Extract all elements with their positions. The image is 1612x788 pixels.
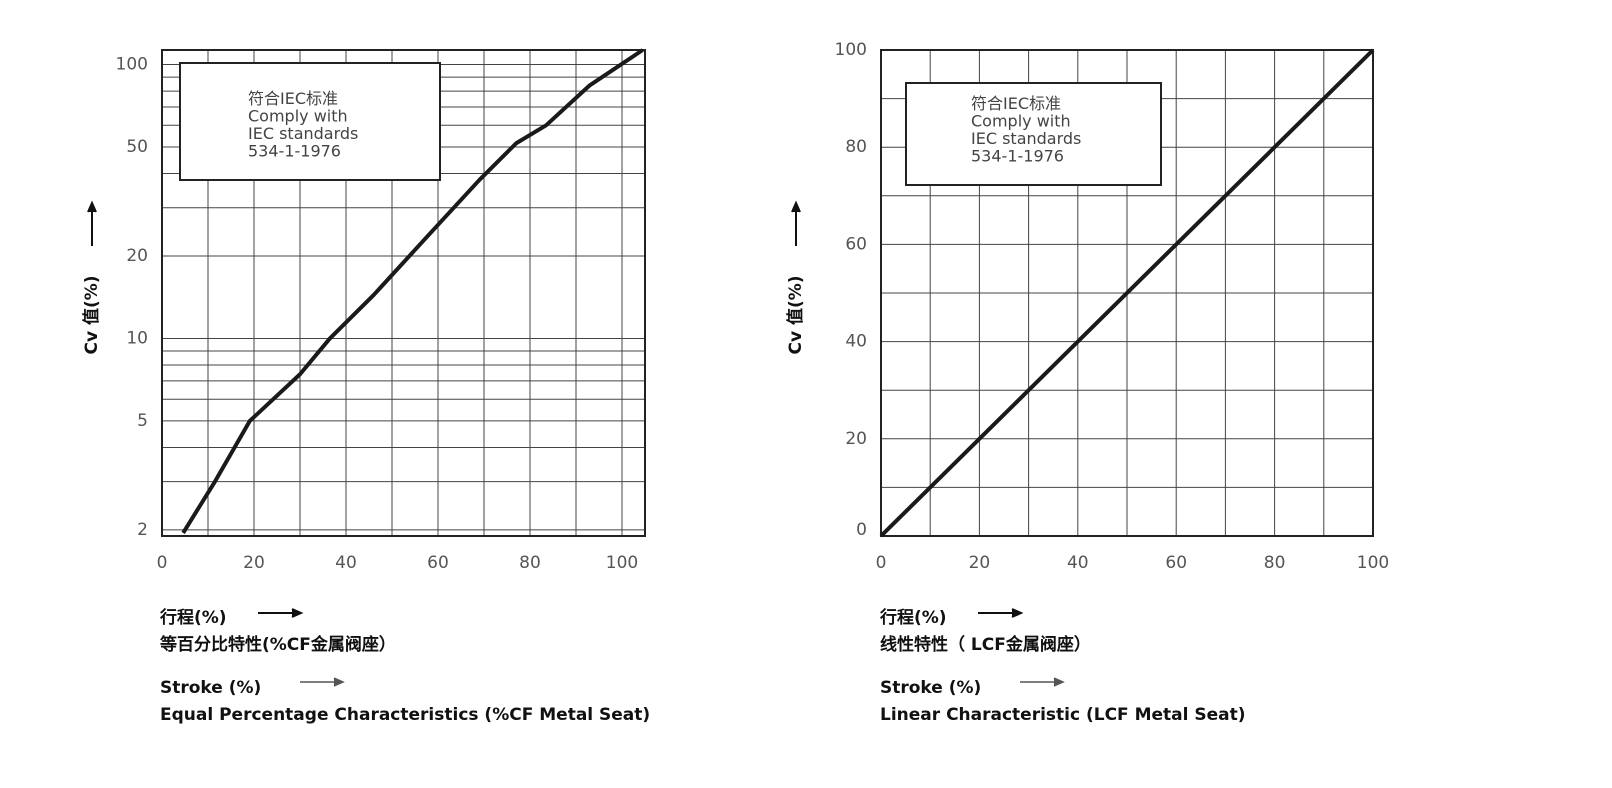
annotation-line: IEC standards	[248, 124, 358, 143]
y-axis-label: Cv 值(%)	[81, 275, 102, 354]
y-tick-label: 60	[845, 234, 867, 254]
x-tick-label: 20	[969, 553, 991, 573]
y-tick-label: 5	[137, 411, 148, 431]
annotation-box	[179, 62, 441, 181]
x-tick-label: 60	[427, 553, 449, 573]
x-tick-label: 20	[243, 553, 265, 573]
x-tick-label: 100	[606, 553, 638, 573]
caption: 等百分比特性(%CF金属阀座）	[160, 634, 396, 655]
y-tick-label: 100	[835, 40, 867, 60]
x-arrow	[978, 608, 1024, 618]
y-tick-label: 40	[845, 332, 867, 352]
y-tick-label: 0	[856, 520, 867, 540]
x-tick-label: 60	[1165, 553, 1187, 573]
x-tick-label: 0	[157, 553, 168, 573]
x-axis-label: 行程(%)	[159, 607, 227, 628]
caption: 线性特性（ LCF金属阀座）	[880, 634, 1091, 655]
x-tick-label: 80	[519, 553, 541, 573]
x-arrow-en	[300, 677, 345, 687]
y-tick-label: 20	[126, 246, 148, 266]
x-arrow-en	[1020, 677, 1065, 687]
curve	[879, 48, 1375, 538]
plot-frame	[880, 49, 1374, 537]
y-tick-label: 80	[845, 137, 867, 157]
annotation-box	[905, 82, 1162, 186]
annotation-line: 534-1-1976	[248, 142, 341, 161]
plot-frame	[161, 49, 646, 537]
y-arrow	[87, 200, 97, 246]
annotation-line: IEC standards	[971, 129, 1081, 148]
y-axis-label: Cv 值(%)	[785, 275, 806, 354]
caption-en: Linear Characteristic (LCF Metal Seat)	[880, 705, 1246, 725]
caption-en: Equal Percentage Characteristics (%CF Me…	[160, 705, 650, 725]
annotation-line: Comply with	[248, 107, 348, 126]
y-tick-label: 50	[126, 137, 148, 157]
x-axis-label: 行程(%)	[879, 607, 947, 628]
annotation-line: 534-1-1976	[971, 147, 1064, 166]
x-arrow	[258, 608, 304, 618]
annotation-line: Comply with	[971, 112, 1071, 131]
x-tick-label: 40	[1067, 553, 1089, 573]
x-tick-label: 100	[1357, 553, 1389, 573]
x-tick-label: 80	[1264, 553, 1286, 573]
annotation-line: 符合IEC标准	[971, 94, 1061, 113]
curve	[181, 48, 644, 534]
y-tick-label: 100	[116, 55, 148, 75]
y-tick-label: 20	[845, 429, 867, 449]
y-tick-label: 2	[137, 520, 148, 540]
x-tick-label: 40	[335, 553, 357, 573]
y-tick-label: 10	[126, 328, 148, 348]
x-axis-label-en: Stroke (%)	[880, 678, 981, 698]
annotation-line: 符合IEC标准	[248, 89, 338, 108]
x-tick-label: 0	[876, 553, 887, 573]
y-arrow	[791, 200, 801, 246]
x-axis-label-en: Stroke (%)	[160, 678, 261, 698]
